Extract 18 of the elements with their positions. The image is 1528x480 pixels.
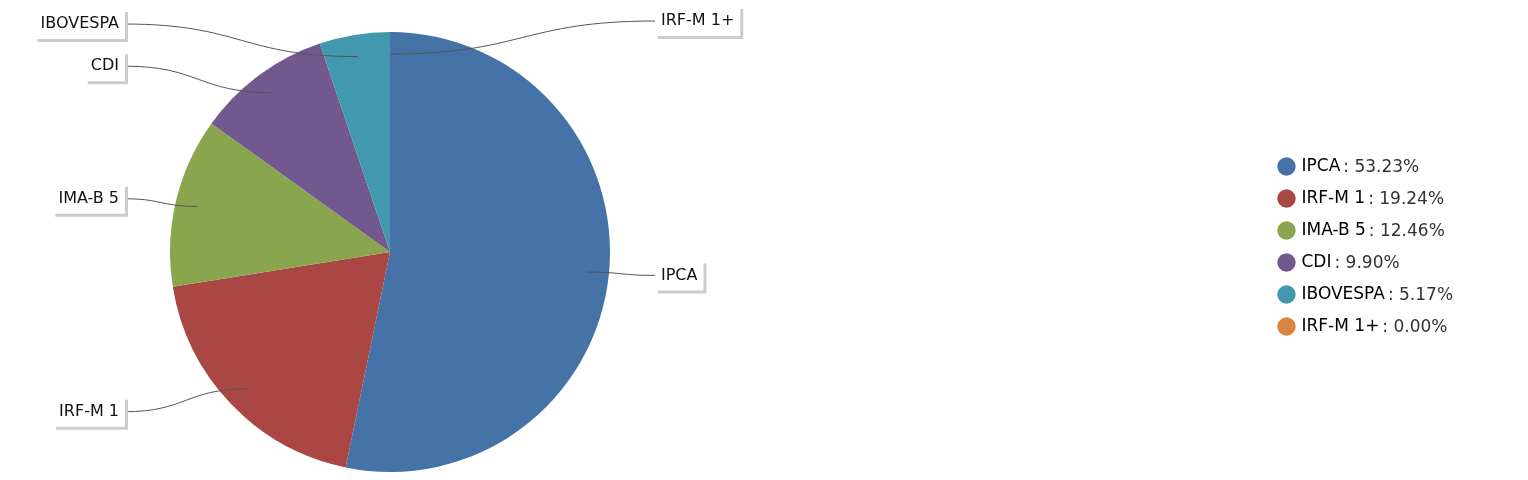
legend-label: CDI (1301, 250, 1332, 271)
slice-label: IRF-M 1 (59, 400, 120, 420)
slice-label: IPCA (661, 264, 698, 284)
legend-label: IMA-B 5 (1301, 218, 1366, 239)
data-label: : 5.17% (1387, 283, 1454, 304)
slice-label: IMA-B 5 (58, 187, 119, 207)
legend-label: IRF-M 1 (1301, 186, 1366, 207)
legend-label: IBOVESPA (1301, 282, 1386, 303)
legend-label: IPCA (1301, 154, 1341, 175)
data-label: : 53.23% (1343, 155, 1420, 176)
category-label: IRF-M 1+ (661, 10, 735, 30)
text: : 0.00% (1382, 315, 1448, 336)
slice-label: CDI (90, 55, 120, 75)
data-label: : 12.46% (1368, 219, 1445, 240)
data-label: : 9.90% (1334, 251, 1400, 272)
data-label: : 19.24% (1368, 187, 1445, 208)
legend-label: IRF-M 1+ (1301, 314, 1380, 335)
slice-label: IBOVESPA (40, 13, 120, 33)
